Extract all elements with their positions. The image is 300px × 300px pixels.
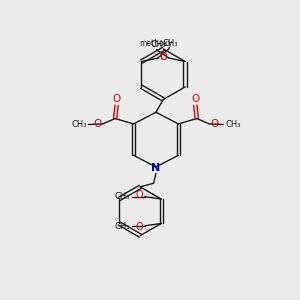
Text: O: O [112, 94, 121, 104]
Text: CH₃: CH₃ [163, 39, 178, 48]
Text: CH₃: CH₃ [225, 120, 241, 129]
Text: O: O [210, 119, 218, 129]
Text: O: O [191, 94, 200, 104]
Text: CH₃: CH₃ [150, 40, 166, 49]
Text: methoxy: methoxy [140, 39, 173, 48]
Text: CH₃: CH₃ [71, 120, 87, 129]
Text: O: O [160, 52, 167, 62]
Text: O: O [136, 190, 143, 200]
Text: CH₃: CH₃ [115, 192, 130, 201]
Text: O: O [94, 119, 102, 129]
Text: N: N [151, 164, 160, 173]
Text: O: O [159, 52, 167, 61]
Text: CH₃: CH₃ [115, 222, 130, 231]
Text: O: O [136, 222, 143, 232]
